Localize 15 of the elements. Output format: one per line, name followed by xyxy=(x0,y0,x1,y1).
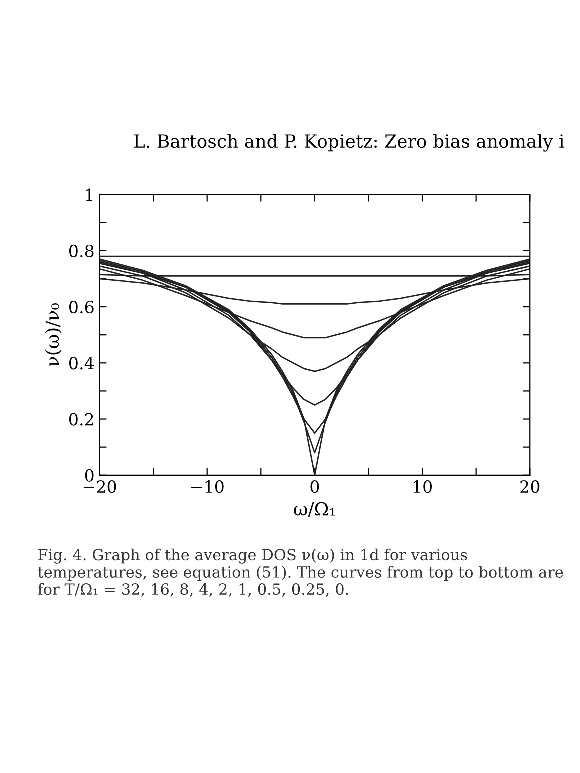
y-tick-label: 0 xyxy=(85,469,94,482)
x-tick-label: 10 xyxy=(414,480,432,494)
x-tick-label: 0 xyxy=(310,480,320,494)
y-tick-label: 0.4 xyxy=(69,357,94,370)
x-axis-title: ω/Ω₁ xyxy=(294,502,336,518)
y-tick-label: 0.8 xyxy=(69,244,94,258)
x-tick-label: 20 xyxy=(520,480,540,494)
y-tick-label: 1 xyxy=(86,188,93,202)
x-tick-label: −20 xyxy=(84,480,116,494)
chart-title: L. Bartosch and P. Kopietz: Zero bias anomaly i xyxy=(134,134,564,152)
x-tick-label: −10 xyxy=(192,480,224,494)
caption: Fig. 4. Graph of the average DOS ν(ω) in 1d for various temperatures, see equation (51). The curves from top to bottom are for T/Ω₁ = 32, 16, 8, 4, 2, 1, 0.5, 0.25, 0. xyxy=(38,548,564,597)
y-tick-label: 0.6 xyxy=(69,301,94,314)
y-tick-label: 0.2 xyxy=(69,413,94,426)
y-axis-title: ν(ω)/ν₀ xyxy=(45,304,62,366)
